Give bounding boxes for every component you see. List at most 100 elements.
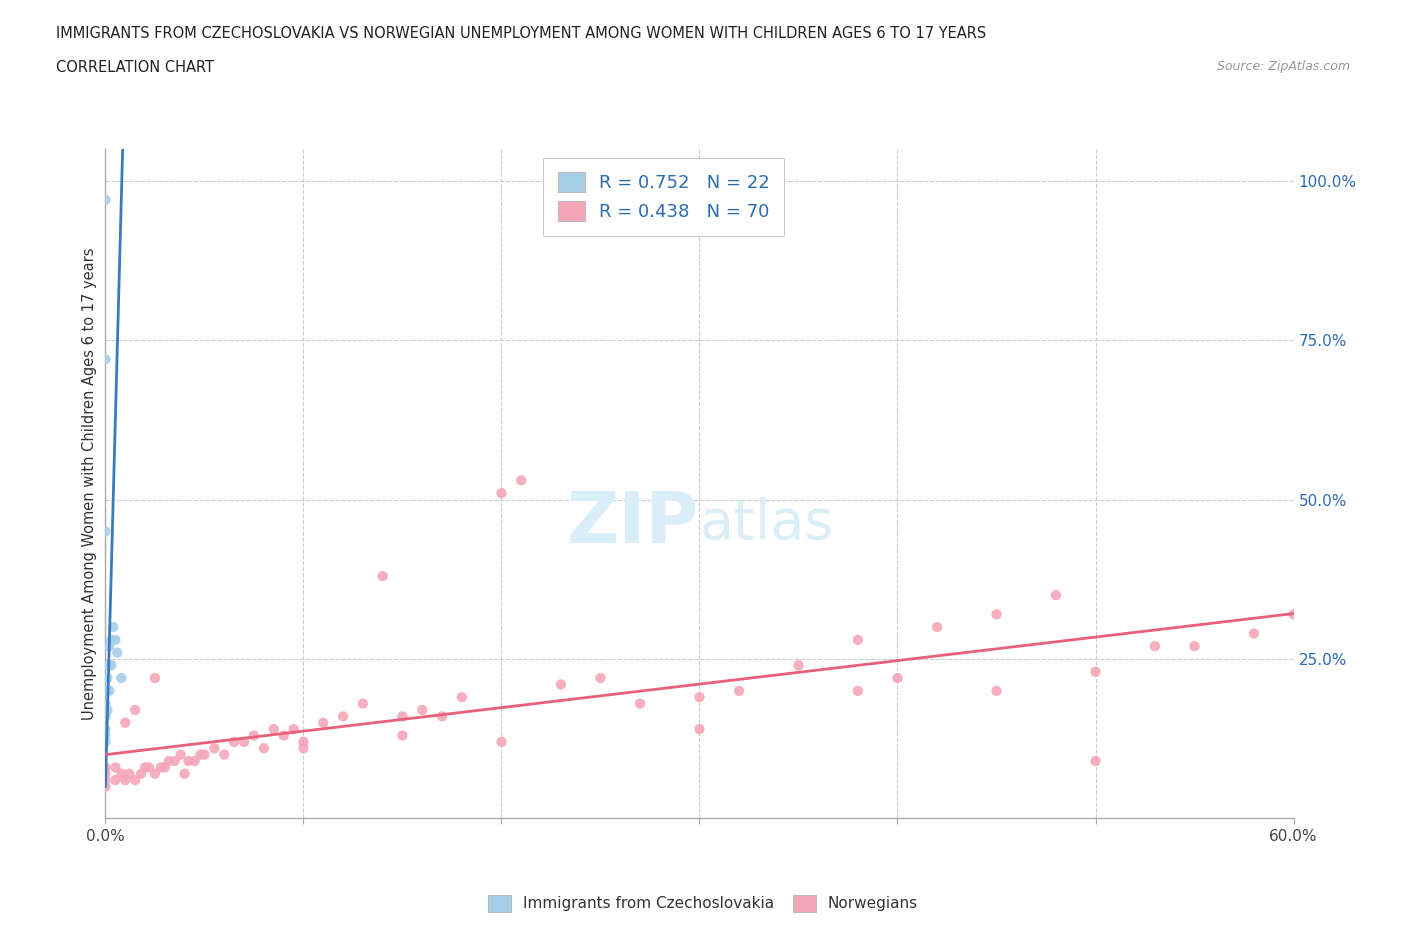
Point (1282, 607, 1305, 622)
Point (114, 715, 136, 730)
Point (263, 722, 285, 737)
Point (371, 568, 394, 583)
Point (177, 753, 200, 768)
Point (312, 715, 335, 730)
Point (689, 690, 711, 705)
Point (1243, 626, 1265, 641)
Point (110, 671, 132, 685)
Point (100, 632, 122, 647)
Point (391, 728, 413, 743)
Point (163, 753, 186, 768)
Point (273, 728, 295, 743)
Y-axis label: Unemployment Among Women with Children Ages 6 to 17 years: Unemployment Among Women with Children A… (82, 247, 97, 720)
Text: IMMIGRANTS FROM CZECHOSLOVAKIA VS NORWEGIAN UNEMPLOYMENT AMONG WOMEN WITH CHILDR: IMMIGRANTS FROM CZECHOSLOVAKIA VS NORWEG… (56, 26, 987, 41)
Point (96, 684, 118, 698)
Point (153, 760, 176, 775)
Point (94, 722, 117, 737)
Point (202, 741, 225, 756)
Point (1184, 639, 1206, 654)
Point (243, 728, 266, 743)
Text: atlas: atlas (700, 497, 834, 551)
Point (411, 702, 433, 717)
Point (986, 607, 1008, 622)
Point (94, 735, 117, 750)
Point (134, 760, 156, 775)
Point (118, 766, 141, 781)
Point (98, 684, 121, 698)
Point (628, 697, 651, 711)
Point (96, 702, 118, 717)
Point (129, 766, 152, 781)
Point (94, 193, 117, 207)
Point (94, 779, 117, 794)
Legend: R = 0.752   N = 22, R = 0.438   N = 70: R = 0.752 N = 22, R = 0.438 N = 70 (543, 158, 785, 235)
Point (143, 766, 166, 781)
Point (114, 773, 136, 788)
Point (1045, 588, 1067, 603)
Point (170, 747, 193, 762)
Point (491, 485, 513, 500)
Point (430, 709, 453, 724)
Point (157, 753, 180, 768)
Point (149, 760, 172, 775)
Point (94, 766, 117, 781)
Point (94, 728, 117, 743)
Point (233, 735, 256, 750)
Point (925, 619, 948, 634)
Point (96, 658, 118, 672)
Point (94, 684, 117, 698)
Point (689, 722, 711, 737)
Point (292, 741, 315, 756)
Point (846, 684, 869, 698)
Point (787, 658, 810, 672)
Point (98, 639, 121, 654)
Text: Source: ZipAtlas.com: Source: ZipAtlas.com (1216, 60, 1350, 73)
Point (292, 735, 315, 750)
Point (510, 473, 533, 488)
Point (105, 645, 128, 660)
Point (104, 760, 127, 775)
Point (846, 632, 869, 647)
Point (104, 632, 127, 647)
Point (124, 773, 146, 788)
Point (491, 735, 513, 750)
Point (183, 753, 205, 768)
Point (986, 684, 1008, 698)
Point (143, 671, 166, 685)
Point (94, 773, 117, 788)
Legend: Immigrants from Czechoslovakia, Norwegians: Immigrants from Czechoslovakia, Norwegia… (482, 889, 924, 918)
Point (1084, 664, 1107, 679)
Point (550, 677, 572, 692)
Point (332, 709, 354, 724)
Point (190, 747, 212, 762)
Point (253, 741, 276, 756)
Point (283, 722, 305, 737)
Point (103, 619, 125, 634)
Point (124, 702, 146, 717)
Point (96, 671, 118, 685)
Point (138, 760, 160, 775)
Point (193, 747, 215, 762)
Point (94, 352, 117, 366)
Point (110, 766, 132, 781)
Point (100, 658, 122, 672)
Point (589, 671, 612, 685)
Point (886, 671, 908, 685)
Point (173, 766, 195, 781)
Point (450, 690, 472, 705)
Point (224, 735, 246, 750)
Point (352, 697, 374, 711)
Point (214, 747, 236, 762)
Point (1084, 753, 1107, 768)
Point (94, 524, 117, 538)
Point (1143, 639, 1166, 654)
Point (728, 684, 751, 698)
Point (391, 709, 413, 724)
Point (98, 658, 121, 672)
Point (94, 760, 117, 775)
Point (94, 709, 117, 724)
Point (94, 697, 117, 711)
Text: ZIP: ZIP (567, 489, 700, 558)
Point (104, 773, 127, 788)
Text: CORRELATION CHART: CORRELATION CHART (56, 60, 214, 75)
